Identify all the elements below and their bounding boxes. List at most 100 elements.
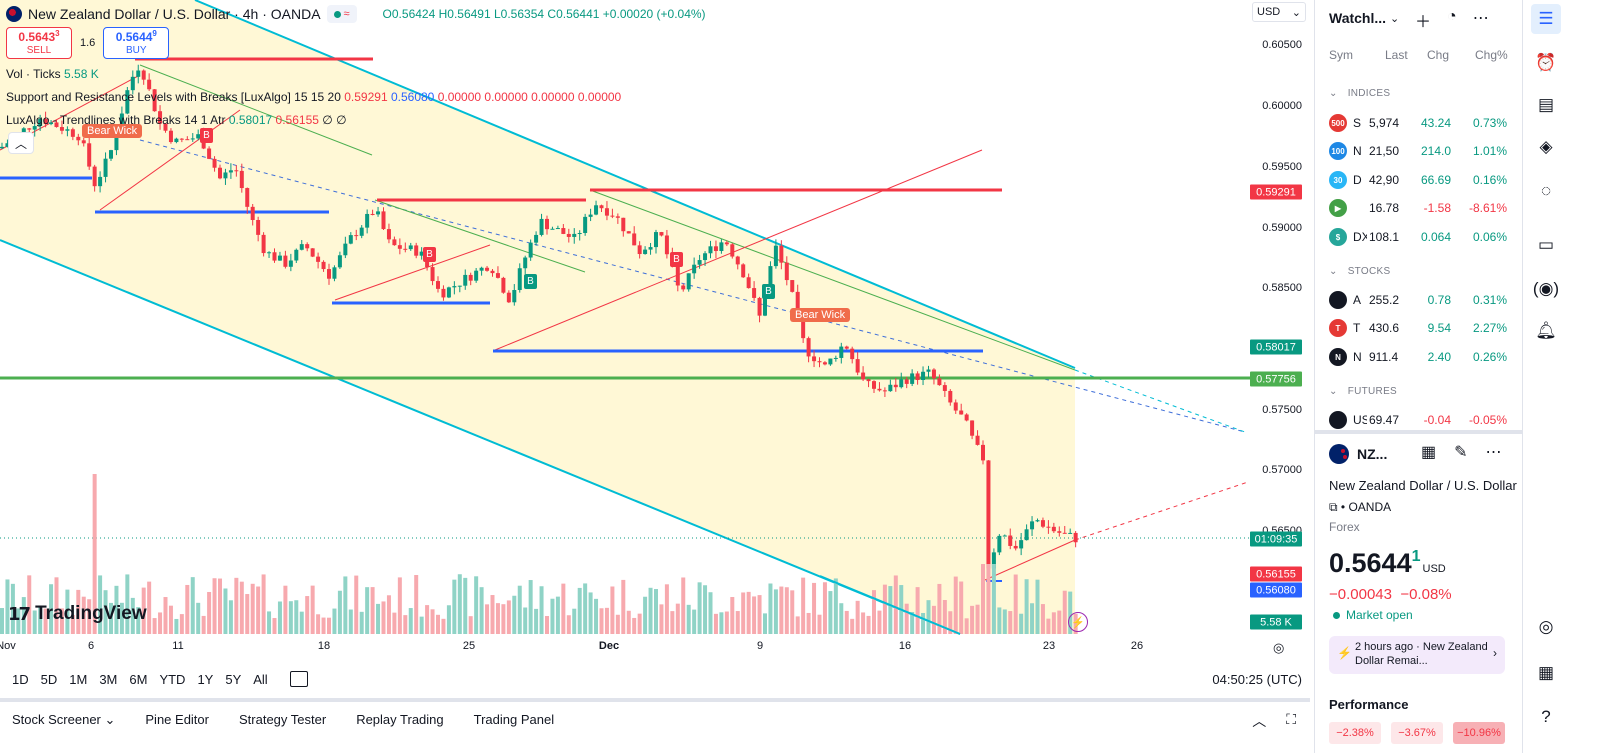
watchlist-row[interactable]: 100 N 21,50 214.0 1.01% [1315,137,1521,165]
watchlist-row[interactable]: ▶ 16.78 -1.58 -8.61% [1315,194,1521,222]
clock[interactable]: 04:50:25 (UTC) [1212,671,1302,687]
bear-wick-label[interactable]: Bear Wick [82,124,143,138]
exchange[interactable]: ⧉ • OANDA [1329,500,1392,514]
volume-bar [534,608,539,634]
price-chart[interactable] [0,0,1310,680]
tab-stock-screener[interactable]: Stock Screener ⌄ [12,712,116,727]
range-1d[interactable]: 1D [12,671,29,687]
candle [555,228,560,230]
target-icon[interactable]: ◎ [1538,617,1554,636]
tab-strategy-tester[interactable]: Strategy Tester [238,712,327,727]
panel-divider[interactable] [1315,430,1522,434]
section-stocks[interactable]: ⌄ STOCKS [1329,266,1391,277]
help-icon[interactable]: ? [1541,707,1551,726]
buy-button[interactable]: 0.56449 BUY [103,27,170,59]
settings-icon[interactable]: ◎ [1273,640,1285,655]
range-3m[interactable]: 3M [99,671,118,687]
more-icon[interactable]: ⋯ [1472,10,1489,27]
perf-cell[interactable]: −10.96% [1453,722,1505,744]
watchlist-icon[interactable]: ☰ [1531,4,1561,34]
chart-area[interactable]: New Zealand Dollar / U.S. Dollar · 4h · … [0,0,1310,680]
row-chgp: 1.01% [1472,144,1507,158]
collapse-indicators-button[interactable]: ︿ [8,132,34,154]
watchlist-row[interactable]: US 69.47 -0.04 -0.05% [1315,406,1521,434]
tab-replay-trading[interactable]: Replay Trading [356,712,444,727]
volume-bar [763,613,767,634]
sell-button[interactable]: 0.56433 SELL [6,27,72,59]
range-1m[interactable]: 1M [69,671,88,687]
watchlist-row[interactable]: $ DX 108.1 0.064 0.06% [1315,223,1521,251]
section-futures[interactable]: ⌄ FUTURES [1329,386,1398,397]
break-label[interactable]: B [423,247,436,262]
watchlist-row[interactable]: 30 D 42,90 66.69 0.16% [1315,166,1521,194]
watchlist-title[interactable]: Watchl... ⌄ [1329,10,1400,26]
row-chg: 2.40 [1427,350,1451,364]
bell-icon[interactable]: 🔔︎ [1535,321,1557,340]
news-card[interactable]: ⚡ 2 hours ago · New Zealand Dollar Remai… [1329,636,1505,674]
volume-bar [479,587,484,634]
divider[interactable] [0,698,1310,702]
grid-icon[interactable]: ▦ [1421,444,1437,461]
section-indices[interactable]: ⌄ INDICES [1329,88,1391,99]
symbol-title[interactable]: New Zealand Dollar / U.S. Dollar · 4h · … [28,6,321,22]
time-tick: 9 [756,640,764,652]
layers-icon[interactable]: ◈ [1539,137,1553,156]
watchlist-row[interactable]: A 255.2 0.78 0.31% [1315,286,1521,314]
chat-icon[interactable]: ▭ [1537,235,1555,254]
lightning-icon[interactable]: ⚡ [1068,612,1088,632]
range-5y[interactable]: 5Y [225,671,242,687]
more-icon[interactable]: ⋯ [1485,444,1502,461]
signal-icon[interactable]: (◉) [1532,279,1560,298]
volume-bar [893,575,898,634]
candle [872,381,876,389]
ideas-icon[interactable]: ◌ [1540,181,1552,200]
range-ytd[interactable]: YTD [159,671,186,687]
maximize-icon[interactable]: ⛶ [1286,711,1296,727]
volume-bar [485,604,490,634]
tab-pine-editor[interactable]: Pine Editor [145,712,209,727]
range-6m[interactable]: 6M [129,671,148,687]
volume-bar [267,611,272,634]
volume-bar [354,575,359,634]
market-status[interactable]: Market open [1333,608,1413,622]
indicator-volume[interactable]: Vol · Ticks 5.58 K [6,67,99,81]
alarm-icon[interactable]: ⏰ [1535,53,1557,72]
currency-select[interactable]: USD ⌄ [1252,2,1306,22]
range-5d[interactable]: 5D [40,671,58,687]
details-header[interactable]: NZ... [1329,444,1387,464]
indicator-trendlines[interactable]: LuxAlgo - Trendlines with Breaks 14 1 At… [6,113,347,127]
trendline [374,199,586,273]
perf-cell[interactable]: −2.38% [1329,722,1381,744]
col-chgp[interactable]: Chg% [1475,48,1508,62]
break-label[interactable]: B [524,274,537,289]
col-sym[interactable]: Sym [1329,48,1353,62]
add-icon[interactable]: ＋ [1415,14,1432,31]
range-1y[interactable]: 1Y [197,671,214,687]
chevron-up-icon[interactable]: ︿ [1252,713,1267,729]
watchlist-row[interactable]: T T 430.6 9.54 2.27% [1315,314,1521,342]
calendar-icon[interactable] [289,671,308,687]
watchlist-row[interactable]: 500 S 5,974 43.24 0.73% [1315,109,1521,137]
row-chg: -1.58 [1423,201,1451,215]
pie-chart-icon[interactable]: ◔ [1447,8,1457,25]
break-label[interactable]: B [200,128,213,143]
edit-icon[interactable]: ✎ [1454,444,1468,461]
volume-bar [452,579,457,634]
range-all[interactable]: All [253,671,268,687]
watchlist-row[interactable]: N N 911.4 2.40 0.26% [1315,343,1521,371]
instrument-name[interactable]: New Zealand Dollar / U.S. Dollar [1329,478,1517,493]
indicator-support-resistance[interactable]: Support and Resistance Levels with Break… [6,90,622,104]
col-last[interactable]: Last [1385,48,1408,62]
col-chg[interactable]: Chg [1427,48,1450,62]
tab-trading-panel[interactable]: Trading Panel [473,712,555,727]
data-window-icon[interactable]: ▤ [1537,95,1555,114]
volume-bar [141,587,146,634]
perf-cell[interactable]: −3.67% [1391,722,1443,744]
calendar-icon[interactable]: ▦ [1537,663,1555,682]
break-label[interactable]: B [670,252,683,267]
break-label[interactable]: B [762,284,775,299]
tradingview-logo[interactable]: 17 TradingView [8,603,147,625]
status-badge[interactable]: ≈ [326,5,357,23]
bear-wick-label[interactable]: Bear Wick [790,308,851,322]
volume-bar [812,582,817,634]
